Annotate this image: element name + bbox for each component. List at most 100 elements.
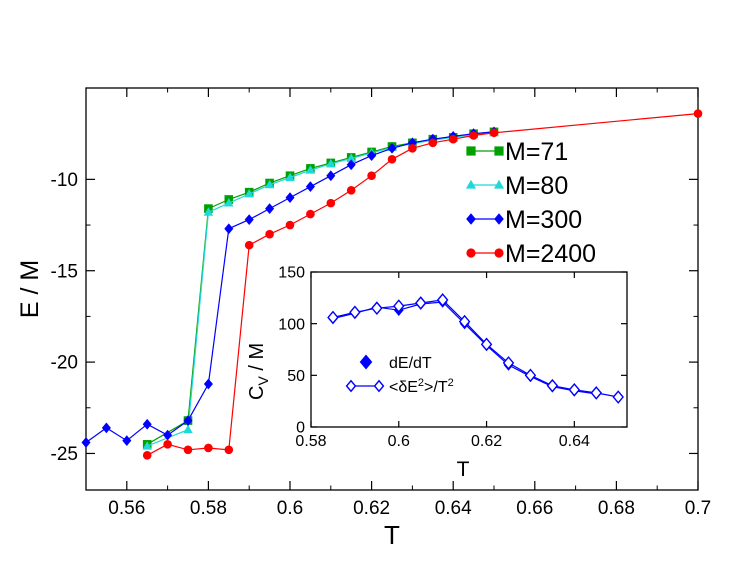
data-point-m-300 <box>203 378 213 390</box>
data-point-m-2400 <box>469 131 478 140</box>
data-point-e2-t2 <box>349 305 361 320</box>
x-tick-label: 0.64 <box>559 433 590 450</box>
x-tick-label: 0.6 <box>277 498 303 519</box>
y-tick-label: -20 <box>51 353 78 374</box>
y-tick-label: -15 <box>51 261 78 282</box>
data-point-m-2400 <box>285 220 295 230</box>
x-tick-label: 0.6 <box>388 433 410 450</box>
inset-legend-entry-2: <δE2>/T2 <box>345 377 454 396</box>
legend-marker <box>493 179 505 189</box>
data-point-m-300 <box>122 435 132 447</box>
data-point-e2-t2 <box>590 386 603 400</box>
inset-y-label-subscript: V <box>255 376 271 386</box>
series-m-80 <box>142 127 499 450</box>
y-tick-label: 100 <box>278 316 305 333</box>
y-tick-label: -10 <box>51 170 78 191</box>
legend-entry-m-300: M=300 <box>466 206 582 234</box>
data-point-m-2400 <box>183 445 193 455</box>
data-point-e2-t2 <box>393 299 405 313</box>
data-point-m-300 <box>224 223 234 235</box>
series-line-m-71 <box>146 131 495 445</box>
x-tick-label: 0.7 <box>685 498 711 519</box>
data-point-m-2400 <box>204 443 213 453</box>
legend-label-part: <δE <box>389 379 418 396</box>
legend-marker <box>494 248 504 258</box>
legend-entry-m-2400: M=2400 <box>466 240 596 268</box>
data-point-m-300 <box>305 181 315 193</box>
legend-label: M=80 <box>505 172 568 200</box>
inset-y-axis-label: CV / M <box>246 343 271 400</box>
data-point-m-2400 <box>489 128 499 138</box>
series-e2-t2 <box>327 293 624 404</box>
y-tick-label: 150 <box>278 265 305 282</box>
data-point-m-80 <box>326 158 336 168</box>
legend-label: <δE2>/T2 <box>389 377 454 396</box>
x-tick-label: 0.56 <box>108 498 145 519</box>
series-m-2400 <box>142 109 703 460</box>
legend-entry-m-71: M=71 <box>466 138 568 166</box>
series-de-dt <box>328 296 602 400</box>
data-point-m-300 <box>326 170 336 182</box>
data-point-m-2400 <box>326 198 336 208</box>
y-tick-label: 50 <box>287 368 305 385</box>
x-tick-label: 0.66 <box>516 498 553 519</box>
x-tick-label: 0.58 <box>295 433 326 450</box>
data-point-m-300 <box>367 150 377 161</box>
legend-label: M=2400 <box>505 240 596 268</box>
data-point-m-2400 <box>387 154 397 164</box>
data-point-e2-t2 <box>502 356 515 370</box>
legend-marker <box>359 354 373 370</box>
legend-marker <box>466 213 476 225</box>
data-point-m-300 <box>183 415 193 426</box>
data-point-m-80 <box>183 424 193 434</box>
data-point-m-2400 <box>265 229 274 239</box>
data-point-m-2400 <box>367 171 376 181</box>
data-point-m-300 <box>346 159 356 171</box>
legend-label-part: >/T <box>424 379 448 396</box>
data-point-m-2400 <box>408 144 417 153</box>
data-point-m-300 <box>285 192 295 204</box>
legend-label-superscript: 2 <box>418 377 424 389</box>
legend-marker <box>465 179 477 189</box>
data-point-m-2400 <box>346 186 356 195</box>
legend-marker <box>373 379 385 393</box>
data-point-e2-t2 <box>568 382 581 397</box>
x-tick-label: 0.64 <box>435 498 472 519</box>
data-point-m-2400 <box>448 134 458 144</box>
data-point-m-2400 <box>693 109 703 118</box>
inset-legend: dE/dT <δE2>/T2 <box>345 354 454 396</box>
data-point-m-80 <box>224 198 234 207</box>
series-line-m-80 <box>146 132 495 447</box>
data-point-e2-t2 <box>546 378 559 393</box>
data-point-e2-t2 <box>524 368 537 383</box>
legend-marker <box>466 248 476 258</box>
data-point-m-300 <box>101 422 111 434</box>
data-point-m-80 <box>203 207 214 216</box>
data-point-m-80 <box>264 179 275 189</box>
data-point-m-2400 <box>306 209 315 219</box>
data-point-m-2400 <box>244 240 254 250</box>
legend-label: dE/dT <box>389 355 432 372</box>
data-point-e2-t2 <box>458 314 471 329</box>
data-point-m-2400 <box>163 440 172 449</box>
legend-label: M=300 <box>505 206 582 234</box>
data-point-m-80 <box>142 441 152 450</box>
data-point-m-2400 <box>142 450 152 460</box>
data-point-m-300 <box>265 203 275 214</box>
data-point-m-80 <box>346 153 356 162</box>
legend-marker <box>494 213 504 225</box>
data-point-e2-t2 <box>327 310 339 325</box>
data-point-e2-t2 <box>371 301 383 316</box>
data-point-m-300 <box>387 142 397 154</box>
plot-frame <box>85 87 699 491</box>
inset-y-label-main: C <box>246 386 268 400</box>
plot-frame <box>310 271 628 428</box>
legend-marker <box>345 379 357 393</box>
data-point-m-300 <box>244 214 254 225</box>
y-tick-label: -25 <box>51 444 78 465</box>
data-point-e2-t2 <box>414 296 427 310</box>
inset-x-axis-label: T <box>457 458 470 481</box>
legend-marker <box>494 146 504 156</box>
inset-y-label-suffix: / M <box>246 343 268 376</box>
